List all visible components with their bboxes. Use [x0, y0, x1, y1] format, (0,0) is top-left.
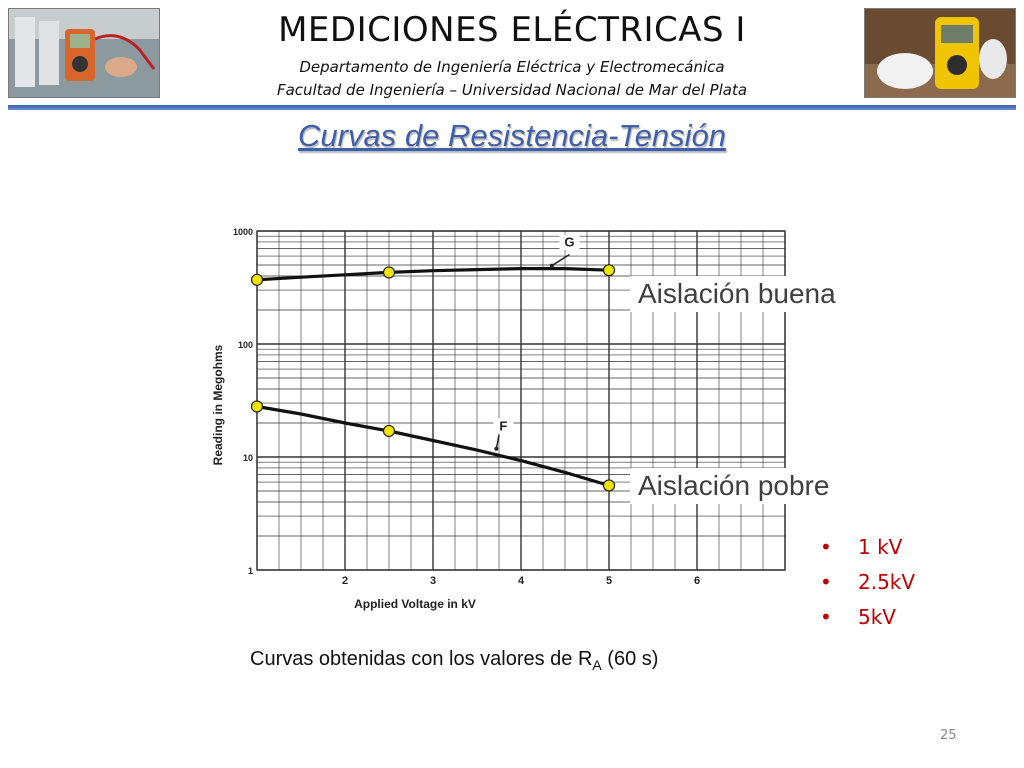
series-label-arrow	[551, 253, 570, 267]
x-tick-label: 6	[694, 575, 700, 587]
data-point-marker	[602, 479, 616, 492]
x-tick-label: 4	[518, 575, 525, 587]
arrow-head-icon	[549, 263, 554, 268]
bullet-icon: •	[820, 605, 832, 629]
poor-insulation-callout: Aislación pobre	[630, 468, 838, 504]
good-insulation-callout: Aislación buena	[630, 276, 844, 312]
bullet-icon: •	[820, 570, 832, 594]
page-number: 25	[940, 728, 957, 743]
caption-text: Curvas obtenidas con los valores de R	[250, 648, 593, 670]
y-axis-label: Reading in Megohms	[211, 344, 225, 465]
series-label-background	[493, 418, 514, 434]
test-voltages-list: • 1 kV • 2.5kV • 5kV	[820, 530, 915, 635]
data-point-marker	[382, 266, 396, 279]
caption-subscript: A	[592, 657, 602, 673]
y-tick-label: 100	[238, 340, 253, 350]
y-tick-label: 10	[243, 453, 253, 463]
x-axis-label: Applied Voltage in kV	[354, 597, 476, 611]
multimeter-photo-left	[8, 8, 160, 98]
list-item: • 5kV	[820, 600, 915, 635]
series-line-F	[255, 404, 611, 488]
bullet-icon: •	[820, 535, 832, 559]
list-item: • 1 kV	[820, 530, 915, 565]
voltage-2-5kv: 2.5kV	[858, 570, 916, 594]
multimeter-illustration-right-icon	[865, 9, 1015, 97]
series-label-background	[559, 234, 580, 250]
figure-caption: Curvas obtenidas con los valores de RA (…	[250, 648, 658, 673]
list-item: • 2.5kV	[820, 565, 915, 600]
data-point-marker	[250, 273, 264, 286]
y-tick-label: 1	[248, 566, 253, 576]
slide-title: Curvas de Resistencia-Tensión	[298, 118, 726, 153]
voltage-1kv: 1 kV	[858, 535, 903, 559]
caption-tail: (60 s)	[601, 648, 659, 670]
data-point-marker	[382, 424, 396, 438]
y-tick-label: 1000	[233, 227, 253, 237]
chart-markers	[250, 264, 616, 492]
arrow-head-icon	[494, 446, 499, 451]
series-label-G: G	[564, 235, 574, 250]
x-tick-label: 3	[430, 575, 436, 587]
course-title: MEDICIONES ELÉCTRICAS I	[278, 10, 746, 50]
data-point-marker	[602, 264, 616, 277]
header-divider	[8, 105, 1016, 110]
voltage-5kv: 5kV	[858, 605, 896, 629]
chart-annotations: GF	[493, 234, 580, 451]
series-label-arrow	[495, 434, 500, 449]
department-subtitle: Departamento de Ingeniería Eléctrica y E…	[299, 58, 725, 76]
x-tick-label: 2	[342, 575, 348, 587]
series-label-F: F	[499, 418, 507, 433]
chart-tick-labels: 2 3 4 5 6 1 10 100 1000	[233, 227, 700, 587]
chart-series	[255, 266, 611, 488]
data-point-marker	[250, 400, 264, 413]
multimeter-photo-right	[864, 8, 1016, 98]
faculty-subtitle: Facultad de Ingeniería – Universidad Nac…	[276, 81, 748, 99]
x-tick-label: 5	[606, 575, 612, 587]
series-line-G	[255, 266, 611, 282]
multimeter-illustration-left-icon	[9, 9, 159, 97]
